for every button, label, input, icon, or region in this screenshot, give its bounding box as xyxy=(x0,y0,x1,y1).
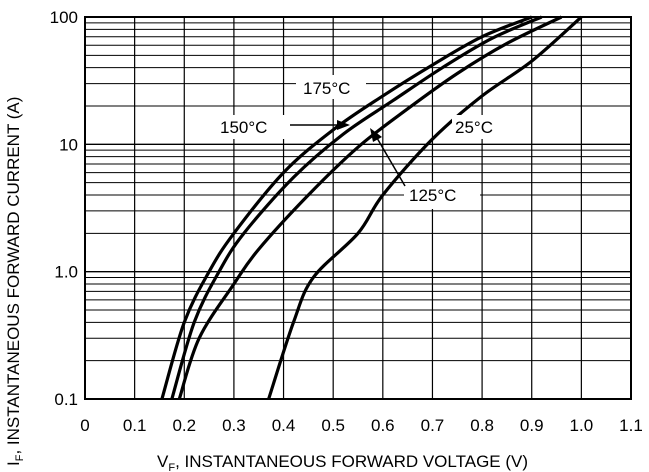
label-25-text: 25°C xyxy=(455,118,493,137)
x-tick-label: 0.1 xyxy=(123,416,147,435)
grid xyxy=(85,17,631,399)
x-tick-label: 0.2 xyxy=(172,416,196,435)
x-tick-label: 0.9 xyxy=(520,416,544,435)
curve-150c xyxy=(170,15,543,400)
x-tick-label: 1.0 xyxy=(570,416,594,435)
y-axis-title-main: I xyxy=(4,461,23,466)
y-axis-title: IF, INSTANTANEOUS FORWARD CURRENT (A) xyxy=(4,97,26,466)
label-125-arrow xyxy=(376,137,406,187)
y-axis-title-rest: , INSTANTANEOUS FORWARD CURRENT (A) xyxy=(4,97,23,455)
x-axis-title-main: V xyxy=(157,452,169,471)
x-tick-label: 0 xyxy=(80,416,89,435)
y-axis-title-sub: F xyxy=(14,454,26,461)
y-tick-label: 100 xyxy=(50,8,78,27)
y-tick-labels: 0.1 1.0 10 100 xyxy=(50,8,78,409)
label-175: 175°C xyxy=(296,75,366,99)
x-tick-label: 0.5 xyxy=(321,416,345,435)
x-tick-label: 0.4 xyxy=(272,416,296,435)
x-tick-label: 1.1 xyxy=(619,416,643,435)
plot-frame xyxy=(84,16,632,400)
label-150-text: 150°C xyxy=(220,118,267,137)
y-tick-label: 0.1 xyxy=(54,390,78,409)
label-175-text: 175°C xyxy=(303,79,350,98)
y-tick-label: 1.0 xyxy=(54,263,78,282)
y-tick-label: 10 xyxy=(59,135,78,154)
x-tick-label: 0.3 xyxy=(222,416,246,435)
label-125-text: 125°C xyxy=(409,186,456,205)
x-tick-label: 0.8 xyxy=(470,416,494,435)
curve-125c xyxy=(177,15,563,400)
label-25: 25°C xyxy=(452,115,508,139)
label-125-arrowhead xyxy=(370,128,382,142)
x-tick-label: 0.7 xyxy=(421,416,445,435)
x-axis-title-sub: F xyxy=(168,462,175,472)
x-tick-label: 0.6 xyxy=(371,416,395,435)
x-axis-title-rest: , INSTANTANEOUS FORWARD VOLTAGE (V) xyxy=(175,452,528,471)
curve-25c xyxy=(267,15,583,400)
label-150-arrowhead xyxy=(337,120,350,130)
x-tick-labels: 0 0.1 0.2 0.3 0.4 0.5 0.6 0.7 0.8 0.9 1.0 1.1 xyxy=(80,416,643,435)
x-axis-title: VF, INSTANTANEOUS FORWARD VOLTAGE (V) xyxy=(157,452,528,472)
curve-175c xyxy=(160,15,533,400)
label-150: 150°C xyxy=(218,115,350,139)
curves xyxy=(160,15,583,400)
label-125: 125°C xyxy=(370,128,480,209)
